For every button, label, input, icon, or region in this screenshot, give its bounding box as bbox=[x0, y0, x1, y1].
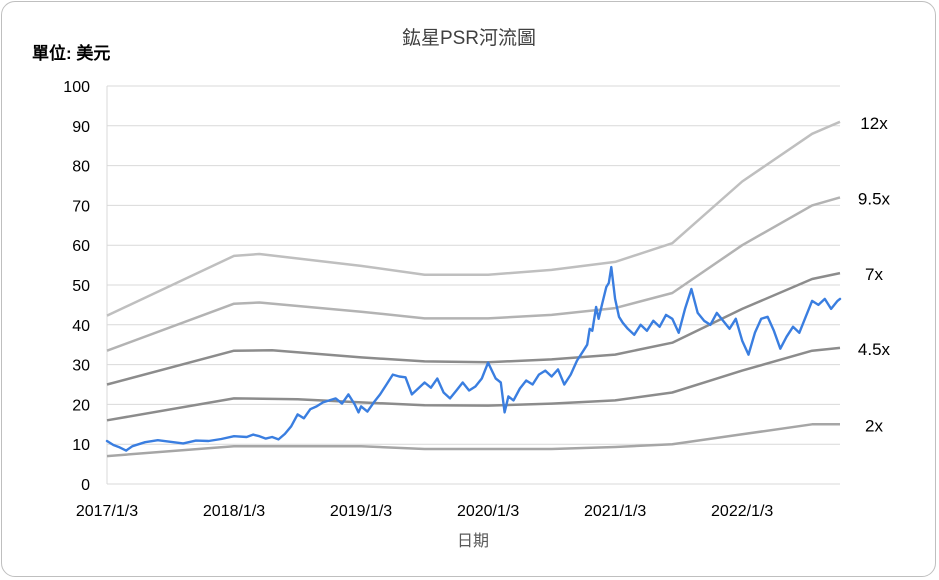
band-label-7x: 7x bbox=[865, 265, 883, 284]
x-tick-label: 2020/1/3 bbox=[457, 503, 519, 520]
y-tick-label: 100 bbox=[63, 79, 90, 96]
band-line-9.5x bbox=[106, 196, 841, 352]
band-label-12x: 12x bbox=[860, 114, 888, 133]
y-tick-label: 90 bbox=[72, 119, 90, 136]
band-label-2x: 2x bbox=[865, 416, 883, 435]
band-labels: 2x 4.5x 7x 9.5x 12x bbox=[858, 114, 891, 435]
price-series bbox=[105, 265, 842, 452]
x-tick-label: 2019/1/3 bbox=[330, 503, 392, 520]
y-axis-ticks: 0 10 20 30 40 50 60 70 80 90 100 bbox=[63, 79, 90, 494]
x-axis-ticks: 2017/1/3 2018/1/3 2019/1/3 2020/1/3 2021/1/3… bbox=[76, 503, 774, 520]
x-tick-label: 2018/1/3 bbox=[203, 503, 265, 520]
gridlines bbox=[106, 85, 840, 485]
x-tick-label: 2017/1/3 bbox=[76, 503, 138, 520]
y-tick-label: 10 bbox=[72, 437, 90, 454]
band-line-12x bbox=[106, 120, 841, 317]
y-tick-label: 70 bbox=[72, 198, 90, 215]
band-line-2x bbox=[106, 423, 840, 458]
band-label-9.5x: 9.5x bbox=[858, 189, 891, 208]
x-tick-label: 2021/1/3 bbox=[584, 503, 646, 520]
y-tick-label: 20 bbox=[72, 397, 90, 414]
stock-price-line bbox=[105, 265, 842, 452]
band-label-4.5x: 4.5x bbox=[858, 340, 891, 359]
unit-label: 單位: 美元 bbox=[32, 43, 110, 63]
y-tick-label: 60 bbox=[72, 238, 90, 255]
psr-bands bbox=[106, 120, 841, 458]
y-tick-label: 40 bbox=[72, 318, 90, 335]
x-axis-title: 日期 bbox=[457, 532, 489, 550]
band-line-7x bbox=[106, 271, 841, 386]
chart-title: 鈜星PSR河流圖 bbox=[402, 27, 536, 49]
y-tick-label: 30 bbox=[72, 358, 90, 375]
x-tick-label: 2022/1/3 bbox=[711, 503, 773, 520]
y-tick-label: 0 bbox=[81, 477, 90, 494]
y-tick-label: 50 bbox=[72, 278, 90, 295]
y-tick-label: 80 bbox=[72, 159, 90, 176]
band-line-4.5x bbox=[106, 346, 841, 422]
